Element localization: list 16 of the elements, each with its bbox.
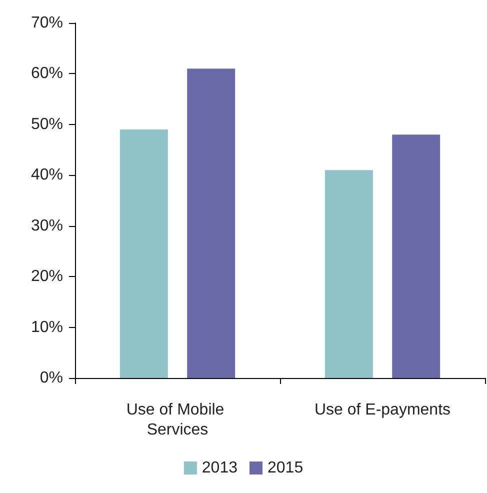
y-tick-label: 0% — [40, 370, 63, 386]
x-tick-label: Use of Mobile Services — [126, 402, 229, 438]
y-tick-label: 10% — [30, 318, 63, 336]
bar — [392, 134, 440, 378]
bar — [187, 68, 236, 378]
y-tick-label: 40% — [30, 166, 63, 184]
legend-label: 2013 — [202, 460, 238, 476]
y-tick-label: 50% — [30, 116, 63, 133]
bar — [120, 130, 168, 378]
y-tick-label: 70% — [30, 14, 63, 32]
y-tick-label: 20% — [30, 268, 63, 286]
legend-label: 2015 — [268, 460, 304, 476]
y-tick-label: 30% — [30, 217, 63, 234]
x-tick-label: Use of E-payments — [314, 402, 451, 418]
bar — [324, 170, 373, 378]
y-tick-label: 60% — [30, 65, 63, 82]
